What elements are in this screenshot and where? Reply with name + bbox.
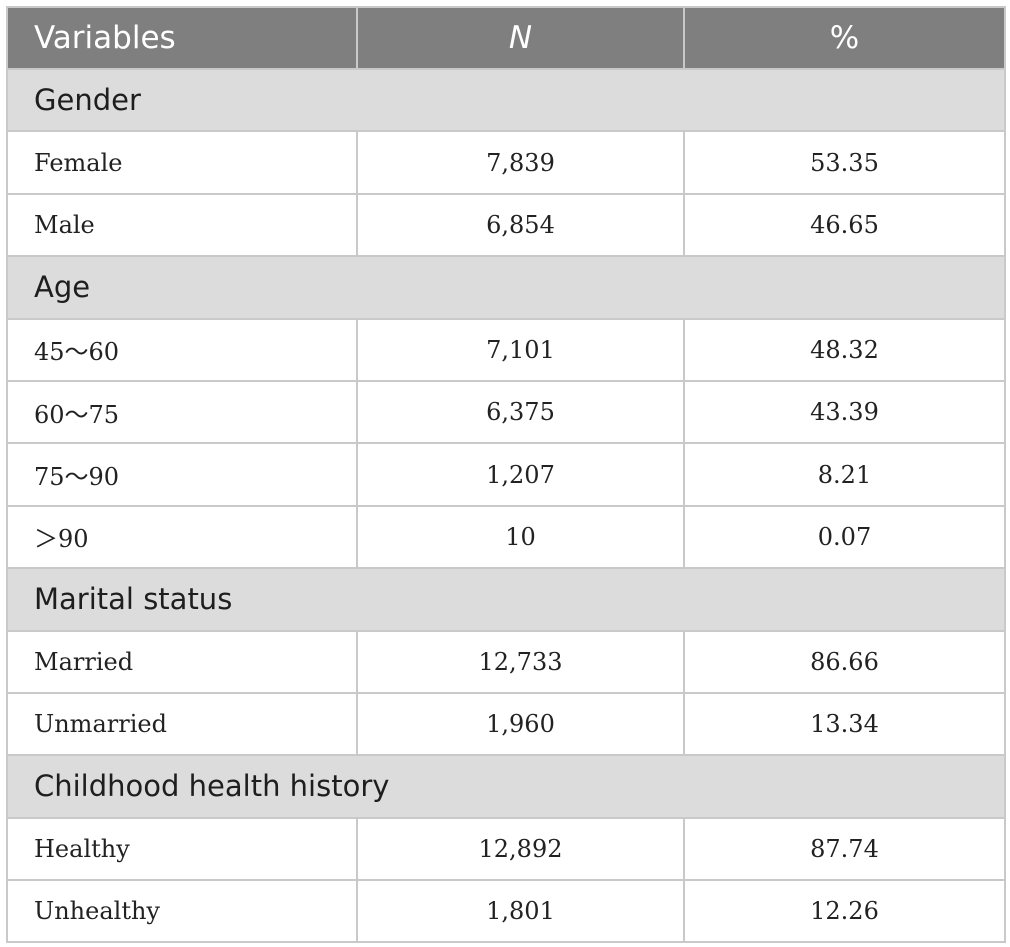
row-n: 6,854 [356, 192, 685, 258]
table-row: Female 7,839 53.35 [6, 130, 1006, 195]
row-percent: 48.32 [683, 317, 1006, 382]
table-row: Unhealthy 1,801 12.26 [6, 879, 1006, 944]
row-label: Female [6, 130, 358, 195]
row-percent: 86.66 [683, 629, 1006, 694]
header-n: N [356, 6, 685, 70]
row-percent: 0.07 [683, 504, 1006, 570]
row-percent: 8.21 [683, 442, 1006, 507]
table-row: 75～90 1,207 8.21 [6, 442, 1006, 507]
header-variables: Variables [6, 6, 358, 70]
row-n: 7,101 [356, 317, 685, 382]
row-percent: 87.74 [683, 816, 1006, 882]
row-n: 10 [356, 504, 685, 570]
header-percent: % [683, 6, 1006, 70]
group-row-age: Age [6, 255, 1006, 320]
group-title: Childhood health history [6, 754, 1006, 819]
row-n: 6,375 [356, 379, 685, 445]
group-title: Age [6, 255, 1006, 320]
row-label: 60～75 [6, 379, 358, 445]
group-title: Marital status [6, 567, 1006, 632]
table-body: Gender Female 7,839 53.35 Male 6,854 46.… [6, 67, 1006, 944]
row-percent: 12.26 [683, 879, 1006, 944]
row-percent: 43.39 [683, 379, 1006, 445]
row-n: 1,960 [356, 691, 685, 757]
row-label: Unhealthy [6, 879, 358, 944]
table-header: Variables N % [6, 6, 1006, 70]
table-row: Married 12,733 86.66 [6, 629, 1006, 694]
row-label: Unmarried [6, 691, 358, 757]
group-row-gender: Gender [6, 67, 1006, 133]
table-row: Unmarried 1,960 13.34 [6, 691, 1006, 757]
table-row: 45～60 7,101 48.32 [6, 317, 1006, 382]
row-percent: 13.34 [683, 691, 1006, 757]
row-label: Married [6, 629, 358, 694]
table-row: Healthy 12,892 87.74 [6, 816, 1006, 882]
data-table: Variables N % Gender Female 7,839 53.35 … [6, 6, 1006, 944]
table-row: 60～75 6,375 43.39 [6, 379, 1006, 445]
row-label: ＞90 [6, 504, 358, 570]
row-label: 75～90 [6, 442, 358, 507]
row-n: 1,207 [356, 442, 685, 507]
row-label: Male [6, 192, 358, 258]
row-n: 7,839 [356, 130, 685, 195]
row-n: 12,733 [356, 629, 685, 694]
row-label: Healthy [6, 816, 358, 882]
row-label: 45～60 [6, 317, 358, 382]
table-row: Male 6,854 46.65 [6, 192, 1006, 258]
group-row-childhood-health-history: Childhood health history [6, 754, 1006, 819]
table-row: ＞90 10 0.07 [6, 504, 1006, 570]
group-row-marital-status: Marital status [6, 567, 1006, 632]
row-n: 12,892 [356, 816, 685, 882]
row-n: 1,801 [356, 879, 685, 944]
group-title: Gender [6, 67, 1006, 133]
row-percent: 53.35 [683, 130, 1006, 195]
row-percent: 46.65 [683, 192, 1006, 258]
header-row: Variables N % [6, 6, 1006, 70]
